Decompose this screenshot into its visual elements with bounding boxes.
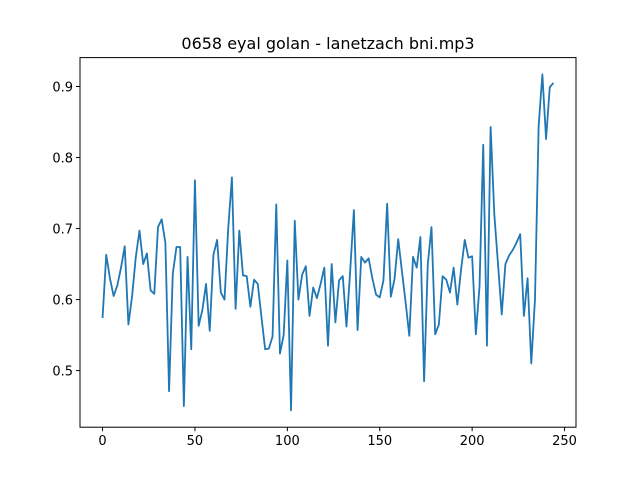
x-tick-label: 0 xyxy=(98,434,106,449)
y-tick-label: 0.9 xyxy=(52,81,73,96)
x-tick-label: 100 xyxy=(275,434,300,449)
y-tick-label: 0.8 xyxy=(52,152,73,167)
x-tick-label: 50 xyxy=(187,434,204,449)
plot-frame xyxy=(79,57,577,428)
x-tick-label: 200 xyxy=(460,434,485,449)
y-tick-label: 0.6 xyxy=(52,294,73,309)
chart-title: 0658 eyal golan - lanetzach bni.mp3 xyxy=(181,34,474,53)
y-tick-label: 0.5 xyxy=(52,365,73,380)
x-tick-label: 150 xyxy=(367,434,392,449)
data-line xyxy=(101,73,555,412)
x-tick-label: 250 xyxy=(552,434,577,449)
y-tick-label: 0.7 xyxy=(52,223,73,238)
